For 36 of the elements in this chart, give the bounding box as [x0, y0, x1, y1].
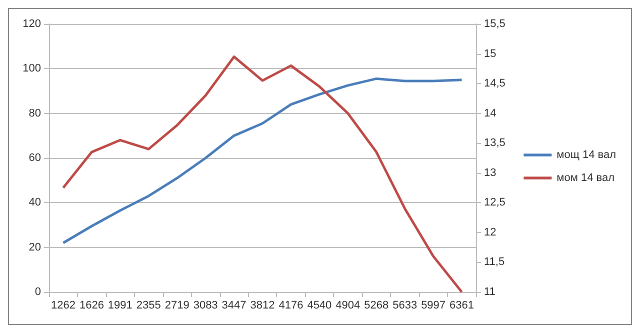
y-tick-label: 120 — [22, 18, 41, 30]
x-tick-label: 1262 — [50, 300, 76, 312]
x-tick-label: 1626 — [79, 300, 104, 312]
line-series — [62, 56, 464, 294]
y2-tick-label: 11 — [484, 286, 496, 298]
y-tick-label: 20 — [28, 241, 41, 254]
x-tick-label: 5268 — [364, 300, 389, 312]
x-tick-label: 2355 — [136, 300, 161, 312]
y2-tick-label: 14 — [484, 107, 496, 120]
y-tick-label: 0 — [34, 286, 41, 298]
y2-tick-label: 12 — [484, 226, 496, 238]
y-tick-label: 60 — [28, 152, 41, 164]
y2-tick-label: 13,5 — [484, 137, 506, 150]
y-tick-label: 40 — [28, 196, 41, 209]
x-tick-label: 5997 — [421, 300, 446, 312]
x-tick-label: 3083 — [193, 300, 218, 312]
x-tick-label: 4176 — [278, 300, 304, 312]
y2-tick-label: 11,5 — [484, 256, 505, 268]
y2-tick-label: 13 — [484, 166, 496, 179]
x-tick-label: 3812 — [250, 300, 275, 312]
y-tick-label: 100 — [22, 62, 41, 75]
y2-tick-label: 12,5 — [484, 196, 506, 209]
x-tick-label: 6361 — [450, 300, 474, 312]
y-tick-label: 80 — [28, 107, 41, 120]
legend-label: мом 14 вал — [556, 172, 615, 184]
x-tick-label: 4540 — [307, 300, 332, 312]
x-tick-label: 1991 — [108, 300, 132, 312]
x-tick-label: 4904 — [336, 300, 360, 312]
x-tick-label: 2719 — [164, 300, 190, 312]
y2-tick-label: 15 — [484, 48, 496, 60]
legend-label: мощ 14 вал — [556, 149, 616, 161]
y2-tick-label: 15,5 — [484, 18, 506, 30]
x-tick-label: 5633 — [392, 300, 418, 312]
x-tick-label: 3447 — [222, 300, 246, 312]
y2-tick-label: 14,5 — [484, 78, 506, 90]
line-series — [62, 77, 464, 244]
